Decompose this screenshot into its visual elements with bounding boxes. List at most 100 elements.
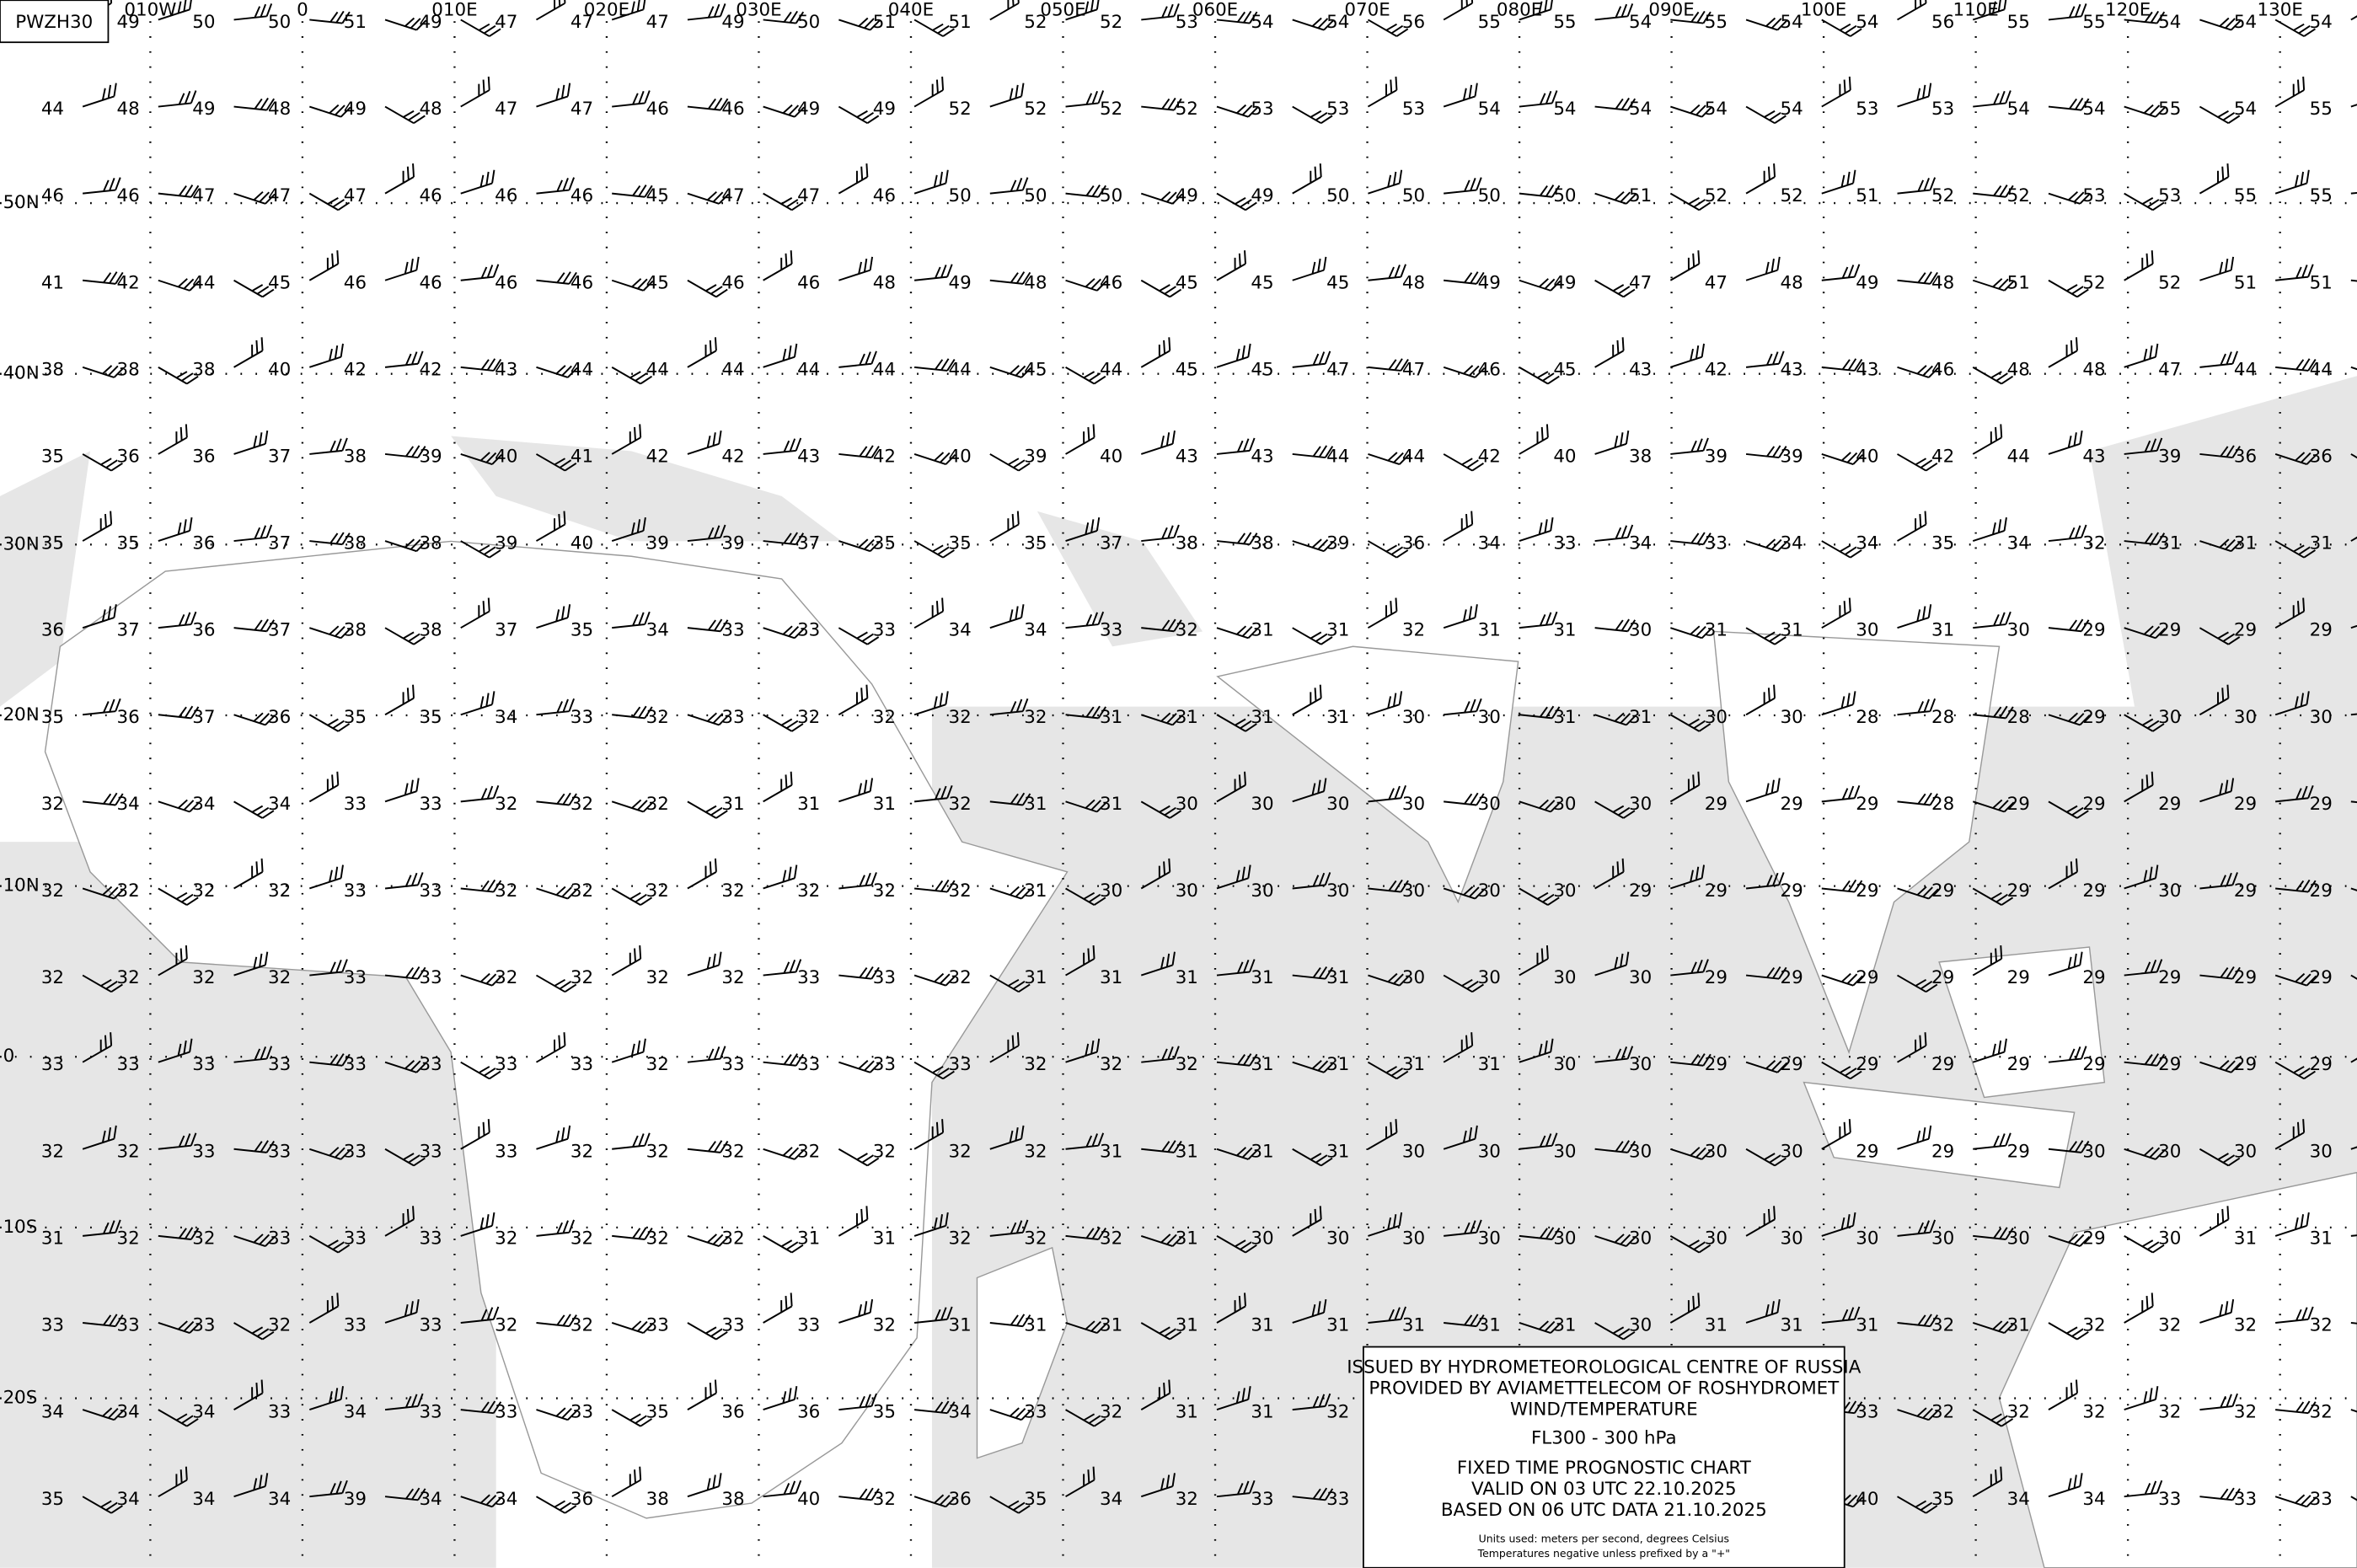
barb-shape	[1065, 278, 1107, 292]
wind-barb	[2199, 778, 2235, 803]
wind-barb	[1972, 1038, 2007, 1063]
temperature: 30	[1100, 880, 1122, 902]
wind-barb	[611, 0, 646, 21]
barb-shape	[309, 959, 348, 977]
temperature: 30	[1251, 794, 1273, 815]
temperature: 31	[1100, 794, 1122, 815]
barb-shape	[2199, 538, 2242, 553]
barb-shape	[308, 864, 344, 890]
barb-shape	[2275, 1400, 2317, 1415]
wind-barb	[2274, 1212, 2310, 1237]
temperature: 29	[2234, 967, 2257, 988]
barb-shape	[2199, 1393, 2238, 1411]
wind-barb	[2124, 104, 2166, 118]
wind-barb	[1140, 712, 1183, 726]
wind-barb	[83, 1219, 121, 1237]
barb-shape	[1443, 83, 1478, 108]
temperature: 46	[1100, 272, 1122, 293]
temperature: 39	[1326, 533, 1349, 554]
temperature: 33	[2310, 1489, 2333, 1510]
wind-barb	[1973, 90, 2011, 108]
temperature: 50	[949, 185, 972, 206]
wind-barb	[1897, 1407, 1939, 1421]
temperature: 33	[721, 1315, 744, 1336]
wind-barb	[838, 1060, 881, 1073]
barb-shape	[2048, 3, 2087, 21]
wind-barb	[1444, 177, 1482, 195]
wind-barb	[687, 1322, 728, 1341]
temperature: 32	[41, 880, 64, 902]
barb-shape	[1973, 1227, 2014, 1240]
barb-shape	[838, 105, 880, 125]
wind-barb	[1670, 1053, 1712, 1067]
wind-barb	[1065, 185, 1106, 198]
wind-barb	[2199, 163, 2230, 195]
temperature: 30	[1478, 1228, 1501, 1249]
barb-shape	[1973, 705, 2014, 720]
wind-barb	[1216, 1147, 1259, 1160]
temperature: 41	[41, 272, 64, 293]
barb-shape	[763, 532, 805, 546]
temperature: 48	[2007, 359, 2030, 380]
temperature: 49	[721, 12, 744, 33]
temperature: 31	[1553, 707, 1576, 728]
temperature: 29	[2007, 1141, 2030, 1162]
wind-barb	[913, 358, 956, 372]
temperature: 32	[646, 794, 669, 815]
wind-barb	[384, 163, 415, 195]
wind-barb	[1669, 1292, 1701, 1324]
barb-shape	[763, 959, 802, 977]
barb-shape	[763, 343, 798, 368]
temperature: 34	[2082, 1489, 2105, 1510]
barb-shape	[308, 714, 351, 732]
wind-barb	[913, 452, 956, 466]
temperature: 54	[1705, 99, 1728, 120]
temperature: 55	[2234, 185, 2257, 206]
wind-barb	[384, 966, 426, 980]
temperature: 40	[495, 447, 517, 468]
temperature: 34	[1100, 1489, 1122, 1510]
temperature: 33	[495, 1402, 517, 1423]
wind-barb	[1670, 10, 1712, 24]
temperature: 45	[268, 272, 291, 293]
barb-shape	[687, 279, 728, 298]
barb-shape	[158, 1132, 197, 1150]
barb-shape	[1745, 778, 1781, 803]
temperature: 29	[1856, 794, 1878, 815]
wind-barb	[460, 169, 496, 195]
temperature: 34	[117, 794, 140, 815]
barb-shape	[1444, 1314, 1485, 1328]
barb-shape	[1670, 1053, 1712, 1067]
wind-barb	[460, 358, 502, 372]
info-box	[1363, 1346, 1845, 1568]
wind-barb	[2124, 1386, 2159, 1411]
temperature: 30	[1402, 707, 1425, 728]
wind-barb	[233, 190, 276, 205]
barb-shape	[1821, 76, 1851, 108]
temperature: 32	[646, 967, 669, 988]
temperature: 32	[268, 967, 291, 988]
temperature: 33	[721, 707, 744, 728]
barb-shape	[611, 1409, 653, 1427]
temperature: 30	[1856, 1228, 1878, 1249]
wind-barb	[308, 1386, 344, 1411]
wind-barb	[611, 517, 646, 542]
temperature: 31	[2310, 1228, 2333, 1249]
wind-barb	[2048, 1473, 2083, 1498]
temperature: 32	[949, 794, 972, 815]
wind-barb	[82, 511, 113, 542]
barb-shape	[1972, 367, 2014, 385]
longitude-label: 040E	[888, 0, 934, 21]
wind-barb	[308, 250, 340, 281]
barb-shape	[1292, 256, 1327, 281]
temperature: 33	[1326, 1489, 1349, 1510]
barb-shape	[763, 192, 804, 211]
barb-shape	[158, 945, 188, 977]
temperature: 33	[419, 1228, 442, 1249]
barb-shape	[82, 453, 123, 472]
barb-shape	[1065, 887, 1106, 906]
barb-shape	[1745, 17, 1788, 31]
wind-barb	[1216, 1386, 1251, 1411]
temperature: 46	[495, 272, 517, 293]
